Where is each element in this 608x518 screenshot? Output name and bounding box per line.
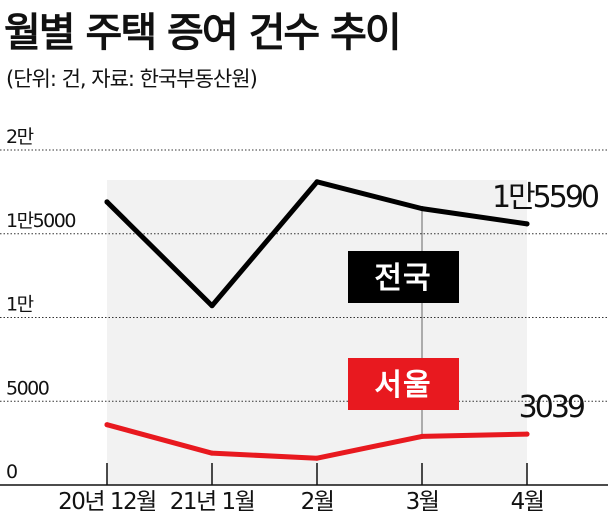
chart-title: 월별 주택 증여 건수 추이 — [4, 10, 400, 56]
x-tick-label: 2월 — [301, 489, 334, 515]
data-point — [209, 450, 215, 456]
legend-seoul: 서울 — [348, 358, 459, 410]
legend-national: 전국 — [348, 251, 459, 303]
legend-seoul-label: 서울 — [374, 368, 431, 403]
y-tick-labels: 0 5000 1만 1만5000 2만 — [6, 126, 77, 483]
data-point — [524, 221, 530, 227]
data-point — [314, 179, 320, 185]
x-tick-label: 20년 12월 — [58, 489, 156, 515]
legend-national-box — [348, 251, 459, 303]
data-point — [104, 199, 110, 205]
y-tick-label: 1만 — [6, 294, 34, 316]
y-tick-label: 0 — [6, 461, 17, 483]
data-point — [209, 303, 215, 309]
end-label-seoul: 3039 — [519, 390, 584, 425]
legend-national-label: 전국 — [374, 261, 431, 296]
x-tick-label: 4월 — [511, 489, 544, 515]
series-lines — [104, 179, 530, 461]
x-tick-label: 21년 1월 — [170, 489, 255, 515]
chart-subtitle: (단위: 건, 자료: 한국부동산원) — [6, 67, 257, 91]
x-tick-labels: 20년 12월 21년 1월 2월 3월 4월 — [58, 489, 545, 515]
data-point — [314, 455, 320, 461]
y-tick-label: 5000 — [6, 377, 49, 399]
data-point — [524, 431, 530, 437]
data-point — [419, 206, 425, 212]
x-ticks — [106, 463, 528, 485]
data-point — [104, 422, 110, 428]
end-label-national: 1만5590 — [492, 180, 599, 215]
x-tick-label: 3월 — [406, 489, 439, 515]
legend-seoul-box — [348, 358, 459, 410]
y-tick-label: 2만 — [6, 126, 34, 148]
data-point — [419, 433, 425, 439]
y-tick-label: 1만5000 — [6, 210, 75, 232]
